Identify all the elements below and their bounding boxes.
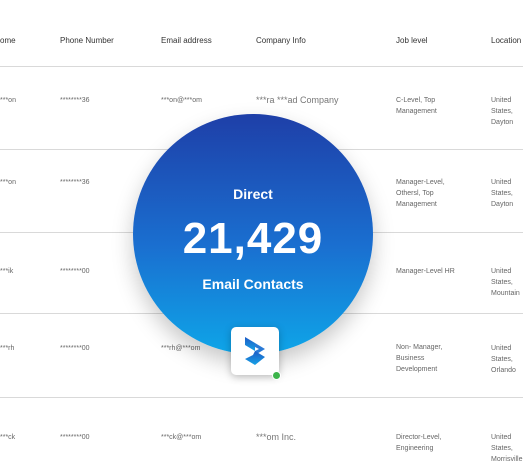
contact-location: United States, Mountain (491, 268, 520, 297)
contact-company: ***ra ***ad Company (256, 95, 339, 105)
contact-email: ***ck@***om (161, 434, 202, 441)
contact-location: United States, Morrisville (491, 434, 523, 463)
table-header: ome Phone Number Email address Company I… (0, 0, 523, 67)
col-phone-header: Phone Number (60, 36, 114, 45)
contacts-count-bubble: Direct 21,429 Email Contacts (133, 114, 373, 354)
contact-name: ***on (0, 179, 16, 186)
contact-phone: ********00 (60, 345, 90, 352)
contact-name: ***rh (0, 345, 15, 352)
col-location-header: Location (491, 36, 522, 45)
contact-name: ***ck (0, 434, 16, 441)
contact-phone: ********00 (60, 268, 90, 275)
contact-job-level: Manager-Level HR (396, 268, 455, 275)
col-level-header: Job level (396, 36, 428, 45)
col-company-header: Company Info (256, 36, 306, 45)
bubble-title: Direct (233, 186, 273, 202)
contact-email: ***rh@***om (161, 345, 201, 352)
contact-job-level: Director-Level, Engineering (396, 434, 442, 452)
bubble-subtitle: Email Contacts (202, 276, 304, 292)
brand-logo-icon (245, 337, 265, 365)
table-row[interactable]: ***rh ********00 ***rh@***om Non- Manage… (0, 314, 523, 398)
contact-name: ***on (0, 97, 16, 104)
contact-email: ***on@***om (161, 97, 202, 104)
brand-logo-card[interactable] (231, 327, 279, 375)
contact-job-level: Manager-Level, Othersl, Top Management (396, 179, 445, 208)
contact-phone: ********36 (60, 97, 90, 104)
online-status-icon (272, 371, 281, 380)
contact-job-level: C-Level, Top Management (396, 97, 437, 115)
contact-company: ***om Inc. (256, 432, 297, 442)
table-row[interactable]: ***ck ********00 ***ck@***om ***om Inc. … (0, 398, 523, 475)
contact-job-level: Non- Manager, Business Development (396, 344, 443, 373)
contact-name: ***ik (0, 268, 14, 275)
contact-location: United States, Dayton (491, 97, 514, 126)
contacts-count: 21,429 (182, 214, 324, 263)
contact-location: United States, Orlando (491, 345, 516, 374)
col-email-header: Email address (161, 36, 212, 45)
col-name-header: ome (0, 36, 16, 45)
contact-location: United States, Dayton (491, 179, 514, 208)
contact-phone: ********00 (60, 434, 90, 441)
contact-phone: ********36 (60, 179, 90, 186)
